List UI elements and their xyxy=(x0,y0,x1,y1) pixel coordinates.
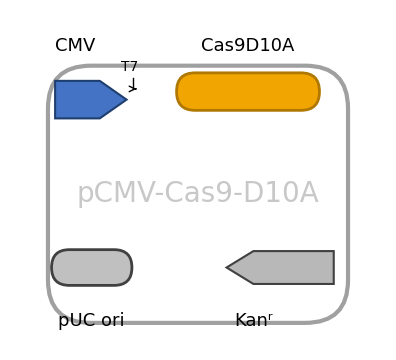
Text: CMV: CMV xyxy=(55,37,95,55)
Text: pCMV-Cas9-D10A: pCMV-Cas9-D10A xyxy=(76,180,320,208)
Text: pUC ori: pUC ori xyxy=(58,312,125,330)
Text: Cas9D10A: Cas9D10A xyxy=(201,37,295,55)
FancyBboxPatch shape xyxy=(51,249,132,285)
FancyArrow shape xyxy=(227,251,334,284)
Text: T7: T7 xyxy=(121,59,138,73)
FancyBboxPatch shape xyxy=(177,73,320,111)
FancyArrow shape xyxy=(55,81,127,118)
Text: Kanʳ: Kanʳ xyxy=(234,312,272,330)
